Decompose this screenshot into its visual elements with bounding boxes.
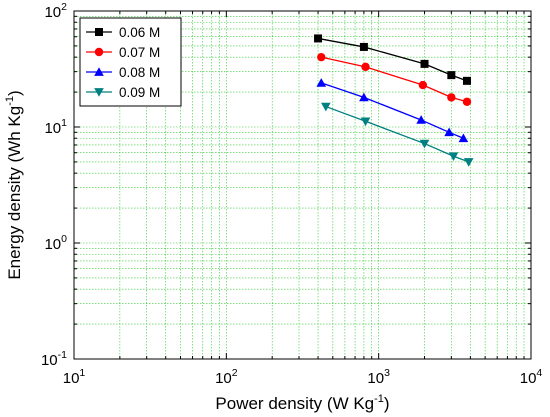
series-3-point [359, 92, 369, 102]
series-2-point [462, 97, 472, 106]
y-axis-label-end: ) [5, 90, 24, 96]
series-2-point [418, 80, 428, 90]
series-2-point [361, 62, 370, 72]
legend: 0.06 M 0.07 M 0.08 M 0.09 M [79, 17, 182, 107]
legend-marker-1 [95, 28, 103, 36]
series-1-point [359, 42, 368, 51]
y-tick-label: 100 [44, 233, 67, 253]
y-tick-label-base: 10 [41, 352, 58, 369]
plot-frame [73, 10, 532, 360]
x-tick-label-base: 10 [63, 370, 80, 387]
y-tick-label: 102 [44, 1, 67, 21]
legend-label-2: 0.07 M [119, 45, 160, 60]
y-tick-label: 10-1 [41, 349, 67, 369]
grid [73, 11, 531, 360]
series-4-point [419, 139, 430, 149]
series-3-point [416, 115, 426, 124]
series-3-point [444, 127, 454, 137]
y-tick-label-base: 10 [44, 236, 61, 253]
y-tick-label-exp: 0 [61, 233, 67, 245]
x-tick-label-exp: 3 [384, 367, 390, 379]
legend-label-1: 0.06 M [119, 25, 160, 40]
series-1-point [462, 76, 471, 85]
series-markers [314, 34, 474, 167]
legend-marker-3 [94, 67, 104, 76]
x-tick-label-exp: 4 [536, 367, 542, 379]
series-1-point [420, 59, 429, 68]
y-axis-label: Energy density (Wh Kg-1) [4, 90, 24, 279]
x-tick-label: 102 [215, 367, 238, 387]
y-tick-label-exp: -1 [58, 349, 67, 361]
legend-label-4: 0.09 M [119, 85, 160, 100]
y-tick-label: 101 [44, 117, 67, 137]
y-axis-label-sup: -1 [4, 96, 16, 106]
x-axis-label-main: Power density (W Kg [215, 394, 374, 413]
series-2-point [447, 93, 456, 102]
series-4-point [463, 158, 474, 167]
y-tick-label-base: 10 [44, 120, 61, 137]
x-tick-label-exp: 2 [232, 367, 238, 379]
y-tick-label-exp: 1 [61, 117, 67, 129]
x-tick-label: 101 [63, 367, 86, 387]
x-tick-label-base: 10 [520, 370, 537, 387]
series-4-point [321, 102, 331, 112]
legend-marker-4 [94, 88, 104, 97]
series-line-2 [321, 56, 468, 103]
x-tick-label: 103 [367, 367, 390, 387]
x-axis-label-sup: -1 [374, 393, 384, 405]
series-4-point [448, 152, 459, 162]
x-axis-label: Power density (W Kg-1) [215, 393, 389, 413]
series-1-point [447, 71, 456, 80]
legend-marker-2 [94, 47, 104, 57]
x-axis-label-end: ) [384, 394, 390, 413]
series-line-3 [321, 82, 464, 139]
series-1-point [314, 34, 323, 43]
series-line-1 [317, 37, 468, 82]
series-3-point [458, 133, 469, 143]
series-2-point [317, 52, 326, 62]
x-tick-label: 104 [520, 367, 543, 387]
series-4-point [360, 117, 371, 127]
x-tick-label-base: 10 [215, 370, 232, 387]
y-axis-label-main: Energy density (Wh Kg [5, 106, 24, 280]
y-tick-label-exp: 2 [61, 1, 67, 13]
series-3-point [316, 78, 327, 87]
x-tick-label-exp: 1 [79, 367, 85, 379]
y-tick-label-base: 10 [44, 4, 61, 21]
axis-ticks [73, 10, 532, 360]
legend-label-3: 0.08 M [119, 65, 160, 80]
x-tick-label-base: 10 [367, 370, 384, 387]
